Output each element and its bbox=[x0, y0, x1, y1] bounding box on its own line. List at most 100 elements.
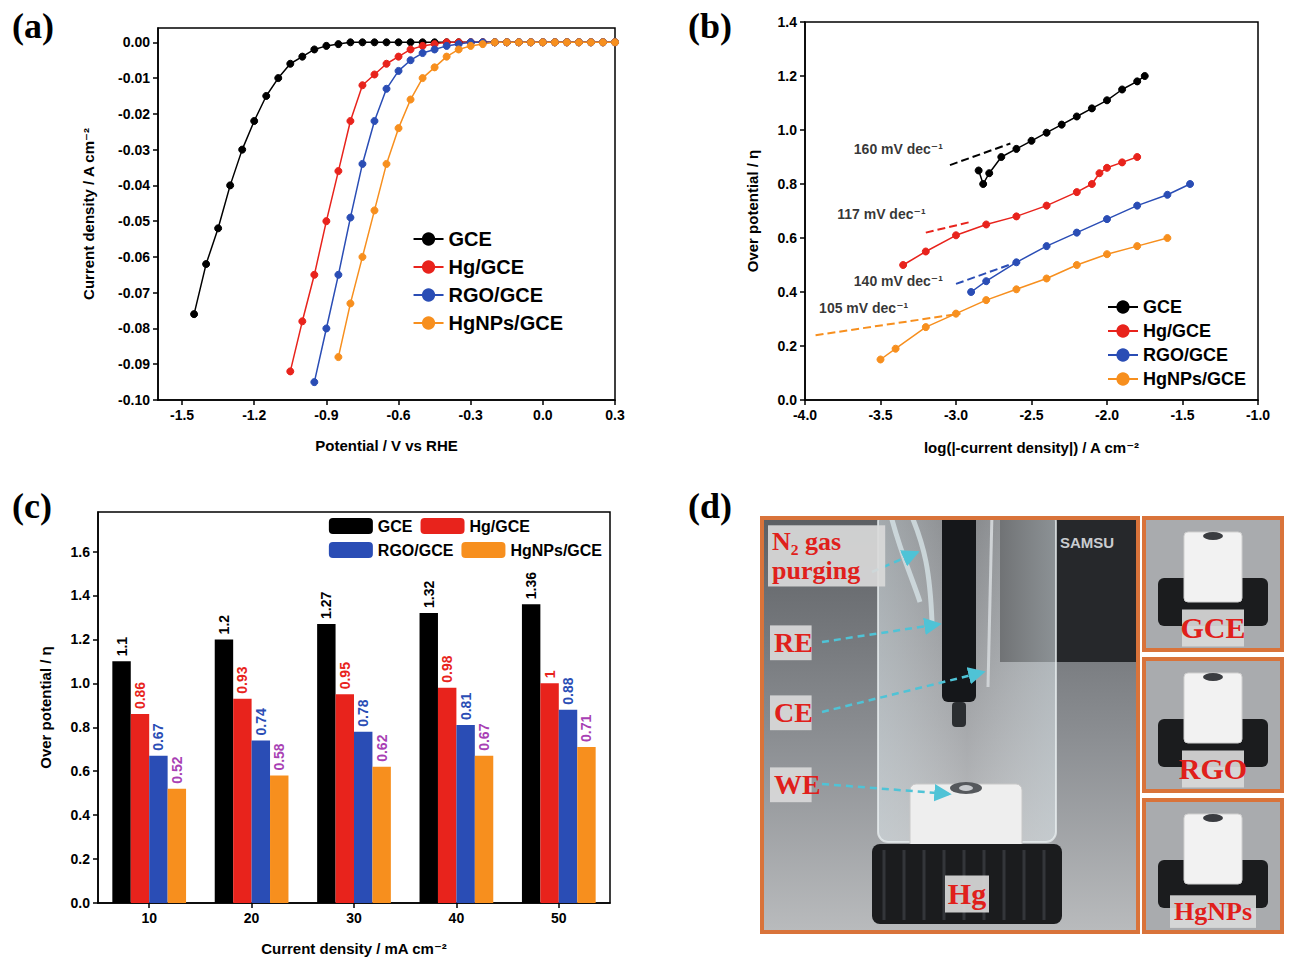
svg-text:-0.3: -0.3 bbox=[459, 407, 483, 423]
svg-text:0.52: 0.52 bbox=[169, 756, 185, 783]
svg-text:Over potential / η: Over potential / η bbox=[744, 150, 761, 273]
svg-text:0.8: 0.8 bbox=[778, 176, 798, 192]
svg-text:log(|-current density|) / A cm: log(|-current density|) / A cm⁻² bbox=[924, 439, 1139, 456]
svg-text:1.4: 1.4 bbox=[71, 587, 91, 603]
svg-text:0.81: 0.81 bbox=[458, 693, 474, 720]
svg-text:0.4: 0.4 bbox=[778, 284, 798, 300]
svg-text:-1.2: -1.2 bbox=[242, 407, 266, 423]
svg-text:0.2: 0.2 bbox=[778, 338, 798, 354]
svg-text:0.6: 0.6 bbox=[71, 763, 91, 779]
svg-text:0.67: 0.67 bbox=[150, 723, 166, 750]
svg-text:RGO/GCE: RGO/GCE bbox=[378, 542, 454, 559]
svg-text:-0.05: -0.05 bbox=[118, 213, 150, 229]
svg-text:HgNPs/GCE: HgNPs/GCE bbox=[510, 542, 602, 559]
svg-text:-0.6: -0.6 bbox=[386, 407, 410, 423]
svg-text:Hg/GCE: Hg/GCE bbox=[449, 256, 525, 278]
svg-text:1.0: 1.0 bbox=[71, 675, 91, 691]
svg-text:0.4: 0.4 bbox=[71, 807, 91, 823]
svg-text:1.4: 1.4 bbox=[778, 14, 798, 30]
svg-text:RGO: RGO bbox=[1179, 752, 1247, 785]
svg-text:0.62: 0.62 bbox=[374, 734, 390, 761]
svg-text:0.71: 0.71 bbox=[578, 715, 594, 742]
svg-text:0.93: 0.93 bbox=[234, 666, 250, 693]
svg-text:purging: purging bbox=[772, 556, 860, 585]
svg-text:1: 1 bbox=[542, 670, 558, 678]
svg-text:-0.08: -0.08 bbox=[118, 320, 150, 336]
svg-text:1.27: 1.27 bbox=[318, 592, 334, 619]
svg-text:0.0: 0.0 bbox=[778, 392, 798, 408]
svg-text:GCE: GCE bbox=[1180, 611, 1245, 644]
svg-text:0.3: 0.3 bbox=[605, 407, 625, 423]
svg-text:0.8: 0.8 bbox=[71, 719, 91, 735]
svg-text:0.58: 0.58 bbox=[271, 743, 287, 770]
svg-text:0.95: 0.95 bbox=[337, 662, 353, 689]
svg-text:1.32: 1.32 bbox=[421, 581, 437, 608]
svg-text:0.74: 0.74 bbox=[253, 708, 269, 735]
svg-text:-0.9: -0.9 bbox=[314, 407, 338, 423]
svg-text:-0.02: -0.02 bbox=[118, 106, 150, 122]
svg-text:0.0: 0.0 bbox=[533, 407, 553, 423]
svg-text:RE: RE bbox=[774, 627, 813, 658]
svg-text:HgNPs/GCE: HgNPs/GCE bbox=[449, 312, 563, 334]
svg-text:Current density / mA cm⁻²: Current density / mA cm⁻² bbox=[261, 940, 447, 957]
svg-text:CE: CE bbox=[774, 697, 813, 728]
svg-text:-2.5: -2.5 bbox=[1019, 407, 1043, 423]
svg-text:HgNPs: HgNPs bbox=[1174, 897, 1252, 926]
svg-text:1.2: 1.2 bbox=[778, 68, 798, 84]
svg-text:50: 50 bbox=[551, 910, 567, 926]
svg-text:-0.10: -0.10 bbox=[118, 392, 150, 408]
svg-text:1.36: 1.36 bbox=[523, 572, 539, 599]
svg-text:-3.0: -3.0 bbox=[944, 407, 968, 423]
svg-text:HgNPs/GCE: HgNPs/GCE bbox=[1143, 369, 1246, 389]
html-text:(a): (a) bbox=[12, 6, 54, 46]
svg-text:Hg/GCE: Hg/GCE bbox=[470, 518, 531, 535]
svg-text:Over potential / η: Over potential / η bbox=[37, 646, 54, 769]
svg-text:-0.03: -0.03 bbox=[118, 142, 150, 158]
svg-text:GCE: GCE bbox=[1143, 297, 1182, 317]
svg-text:WE: WE bbox=[774, 769, 821, 800]
svg-text:1.2: 1.2 bbox=[71, 631, 91, 647]
svg-text:-0.06: -0.06 bbox=[118, 249, 150, 265]
svg-text:SAMSU: SAMSU bbox=[1060, 534, 1114, 551]
svg-text:1.2: 1.2 bbox=[216, 615, 232, 635]
svg-text:0.88: 0.88 bbox=[560, 677, 576, 704]
svg-text:0.67: 0.67 bbox=[476, 723, 492, 750]
svg-text:-0.09: -0.09 bbox=[118, 356, 150, 372]
svg-text:40: 40 bbox=[449, 910, 465, 926]
svg-text:10: 10 bbox=[141, 910, 157, 926]
svg-text:0.86: 0.86 bbox=[132, 682, 148, 709]
svg-text:30: 30 bbox=[346, 910, 362, 926]
svg-text:105 mV dec⁻¹: 105 mV dec⁻¹ bbox=[819, 300, 908, 316]
svg-text:140 mV dec⁻¹: 140 mV dec⁻¹ bbox=[854, 273, 943, 289]
svg-text:-1.5: -1.5 bbox=[1170, 407, 1194, 423]
svg-text:0.2: 0.2 bbox=[71, 851, 91, 867]
svg-text:160 mV dec⁻¹: 160 mV dec⁻¹ bbox=[854, 141, 943, 157]
svg-text:-1.0: -1.0 bbox=[1246, 407, 1270, 423]
svg-text:1.6: 1.6 bbox=[71, 544, 91, 560]
svg-text:Hg/GCE: Hg/GCE bbox=[1143, 321, 1211, 341]
svg-text:-3.5: -3.5 bbox=[868, 407, 892, 423]
svg-text:-0.01: -0.01 bbox=[118, 70, 150, 86]
svg-text:117 mV dec⁻¹: 117 mV dec⁻¹ bbox=[837, 206, 926, 222]
svg-text:1.1: 1.1 bbox=[114, 637, 130, 657]
svg-text:0.00: 0.00 bbox=[123, 34, 150, 50]
svg-text:-1.5: -1.5 bbox=[170, 407, 194, 423]
svg-text:-2.0: -2.0 bbox=[1095, 407, 1119, 423]
svg-text:GCE: GCE bbox=[378, 518, 413, 535]
svg-text:-0.04: -0.04 bbox=[118, 177, 150, 193]
svg-text:20: 20 bbox=[244, 910, 260, 926]
svg-text:1.0: 1.0 bbox=[778, 122, 798, 138]
svg-text:RGO/GCE: RGO/GCE bbox=[449, 284, 543, 306]
svg-text:0.6: 0.6 bbox=[778, 230, 798, 246]
svg-text:-0.07: -0.07 bbox=[118, 285, 150, 301]
svg-text:Current density / A cm⁻²: Current density / A cm⁻² bbox=[80, 128, 97, 300]
svg-text:-4.0: -4.0 bbox=[793, 407, 817, 423]
svg-text:0.0: 0.0 bbox=[71, 895, 91, 911]
svg-text:N₂ gas: N₂ gas bbox=[772, 527, 841, 556]
svg-text:0.98: 0.98 bbox=[439, 655, 455, 682]
svg-text:GCE: GCE bbox=[449, 228, 492, 250]
svg-text:0.78: 0.78 bbox=[355, 699, 371, 726]
svg-text:RGO/GCE: RGO/GCE bbox=[1143, 345, 1228, 365]
svg-text:Potential / V vs RHE: Potential / V vs RHE bbox=[315, 437, 458, 454]
svg-text:Hg: Hg bbox=[948, 877, 986, 910]
